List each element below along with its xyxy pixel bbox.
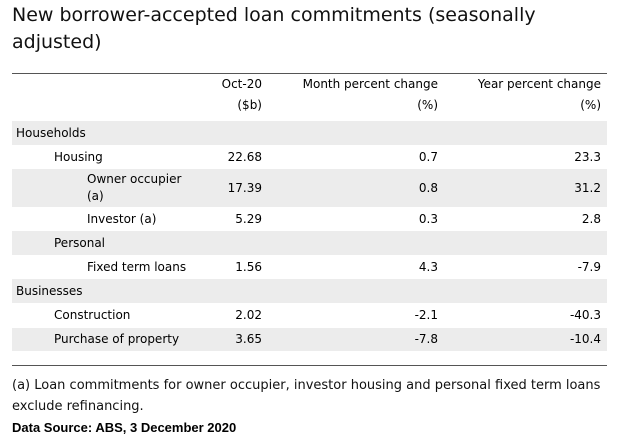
row-month-change: 0.8 <box>268 169 444 207</box>
table-row-owner-occupier: Owner occupier (a) 17.39 0.8 31.2 <box>12 169 607 207</box>
row-month-change <box>268 231 444 255</box>
row-label: Owner occupier (a) <box>12 169 192 207</box>
loan-commitments-table: Oct-20 ($b) Month percent change (%) Yea… <box>12 74 607 351</box>
header-month-change: Month percent change (%) <box>268 74 444 121</box>
row-label: Personal <box>12 231 192 255</box>
row-year-change: -40.3 <box>569 307 601 322</box>
row-month-change <box>268 121 444 145</box>
table-footnote: (a) Loan commitments for owner occupier,… <box>12 378 601 414</box>
row-value: 3.65 <box>192 326 268 351</box>
table-header-row: Oct-20 ($b) Month percent change (%) Yea… <box>12 74 607 121</box>
table-row-housing: Housing 22.68 0.7 23.3 <box>12 145 607 169</box>
row-label: Purchase of property <box>12 326 192 351</box>
row-label: Fixed term loans <box>87 260 187 274</box>
table-row-purchase-of-property: Purchase of property 3.65 -7.8 -10.4 <box>12 326 607 351</box>
header-year-line2: (%) <box>580 98 601 112</box>
row-month-change: 4.3 <box>418 260 438 274</box>
row-value <box>192 231 268 255</box>
row-value: 22.68 <box>227 150 262 164</box>
row-label-line2: (a) <box>87 189 104 203</box>
row-month-change: -2.1 <box>414 307 438 322</box>
row-year-change: 31.2 <box>444 169 607 207</box>
table-top-rule <box>12 73 607 74</box>
row-year-change: -10.4 <box>444 326 607 351</box>
header-oct20-line1: Oct-20 <box>221 77 262 91</box>
data-source-note: Data Source: ABS, 3 December 2020 <box>12 420 237 435</box>
row-month-change <box>268 279 444 303</box>
header-oct20: Oct-20 ($b) <box>192 74 268 121</box>
row-year-change <box>444 231 607 255</box>
row-label: Businesses <box>12 279 192 303</box>
row-value <box>192 121 268 145</box>
header-year-change: Year percent change (%) <box>444 74 607 121</box>
header-oct20-line2: ($b) <box>237 98 262 112</box>
row-year-change: 23.3 <box>574 150 601 164</box>
row-year-change: -7.9 <box>577 260 601 274</box>
row-month-change: -7.8 <box>268 326 444 351</box>
table-bottom-rule <box>12 365 607 366</box>
table-row-businesses: Businesses <box>12 279 607 303</box>
row-value: 2.02 <box>235 307 262 322</box>
row-year-change: 2.8 <box>581 212 601 226</box>
table-row-households: Households <box>12 121 607 145</box>
row-label: Construction <box>54 307 131 322</box>
row-value <box>192 279 268 303</box>
row-year-change <box>444 121 607 145</box>
row-year-change <box>444 279 607 303</box>
row-value: 5.29 <box>235 212 262 226</box>
table-row-fixed-term-loans: Fixed term loans 1.56 4.3 -7.9 <box>12 255 607 279</box>
header-blank-cell <box>12 74 192 121</box>
header-month-line1: Month percent change <box>302 77 438 91</box>
row-label: Investor (a) <box>87 212 157 226</box>
row-month-change: 0.7 <box>418 150 438 164</box>
table-row-investor: Investor (a) 5.29 0.3 2.8 <box>12 207 607 231</box>
row-label: Households <box>12 121 192 145</box>
row-label: Housing <box>54 150 103 164</box>
row-month-change: 0.3 <box>418 212 438 226</box>
row-label-line1: Owner occupier <box>87 172 182 186</box>
header-year-line1: Year percent change <box>477 77 601 91</box>
table-row-personal: Personal <box>12 231 607 255</box>
row-value: 17.39 <box>192 169 268 207</box>
row-value: 1.56 <box>235 260 262 274</box>
table-row-construction: Construction 2.02 -2.1 -40.3 <box>12 303 607 327</box>
page-title: New borrower-accepted loan commitments (… <box>12 4 536 53</box>
header-month-line2: (%) <box>417 98 438 112</box>
